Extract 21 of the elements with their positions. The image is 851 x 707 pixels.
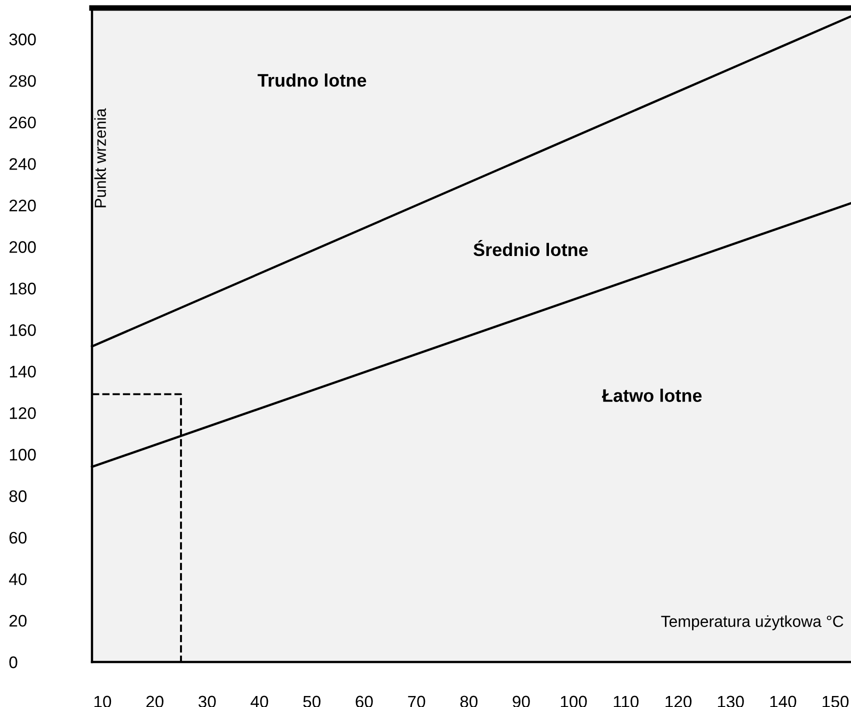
x-axis-title: Temperatura użytkowa °C [661,615,844,630]
y-tick-label: 80 [9,490,27,502]
annotation: Łatwo lotne [602,388,702,402]
y-tick-label: 300 [9,34,36,46]
y-tick-label: 100 [10,448,36,461]
y-tick-label: 240 [10,158,36,170]
y-axis-title: Punkt wrzenia [94,108,106,208]
y-tick-label: 260 [10,116,36,128]
y-tick-label: 40 [9,573,27,586]
y-tick-label: 120 [10,407,36,420]
y-tick-label: 160 [10,324,36,336]
y-tick-label: 280 [10,75,36,87]
y-tick-label: 220 [10,200,36,212]
y-tick-label: 140 [10,366,36,378]
y-tick-label: 180 [10,282,36,294]
y-tick-label: 0 [9,656,18,668]
annotation: Średnio lotne [474,240,588,256]
y-tick-label: 200 [10,241,36,253]
y-tick-label: 60 [10,532,27,544]
annotation: Trudno lotne [258,73,366,87]
y-tick-label: 20 [10,614,27,627]
